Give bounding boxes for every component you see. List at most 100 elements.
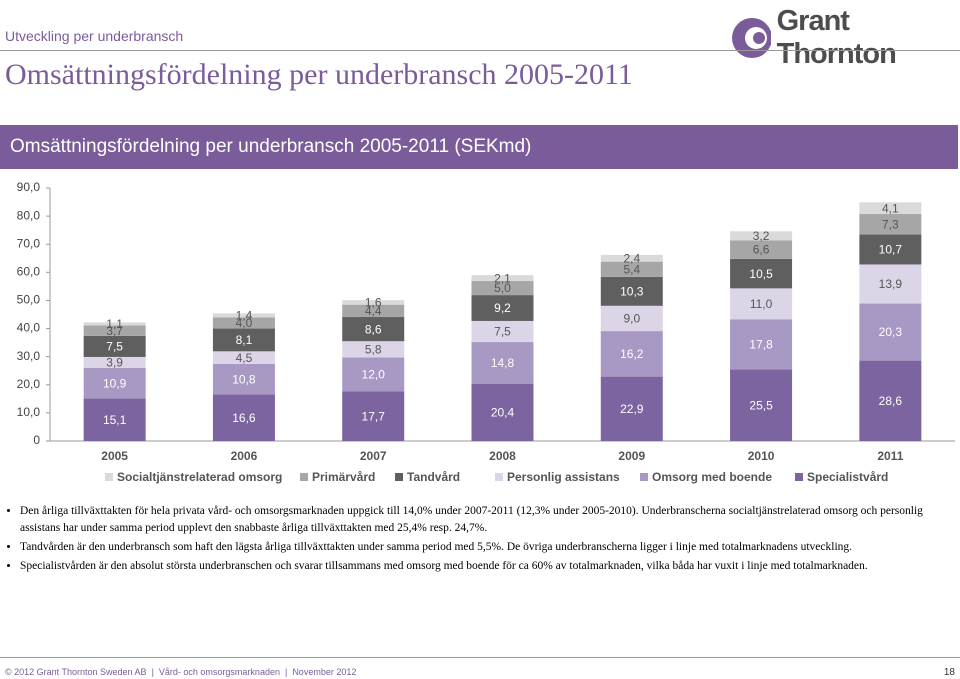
data-label: 5,8 (365, 343, 382, 357)
bar-segment (212, 328, 275, 352)
bar-segment (730, 258, 793, 289)
legend-label: Tandvård (407, 470, 460, 484)
chart-banner: Omsättningsfördelning per underbransch 2… (0, 125, 958, 169)
bar-segment (83, 398, 146, 441)
data-label: 20,3 (879, 325, 903, 339)
bullet: Tandvården är den underbransch som haft … (20, 539, 950, 556)
data-label: 22,9 (620, 402, 644, 416)
section-label: Utveckling per underbransch (5, 28, 184, 44)
legend-swatch (395, 473, 403, 481)
bar-segment (212, 313, 275, 318)
data-label: 10,5 (749, 267, 773, 281)
data-label: 3,2 (753, 229, 770, 243)
x-tick-label: 2010 (748, 449, 775, 463)
data-label: 16,6 (232, 411, 256, 425)
data-label: 5,0 (494, 281, 511, 295)
bar-segment (859, 360, 922, 441)
bar-segment (859, 213, 922, 235)
bullets: Den årliga tillväxttakten för hela priva… (0, 503, 950, 577)
bar-segment (471, 275, 534, 282)
legend-label: Socialtjänstrelaterad omsorg (117, 470, 282, 484)
data-label: 28,6 (879, 394, 903, 408)
bar-segment (342, 341, 405, 358)
data-label: 14,8 (491, 356, 515, 370)
bar-segment (859, 202, 922, 214)
bar-segment (730, 231, 793, 241)
bar-segment (342, 391, 405, 441)
logo: Grant Thornton (730, 5, 960, 71)
data-label: 17,8 (749, 337, 773, 351)
bar-segment (342, 317, 405, 342)
y-tick-label: 50,0 (17, 293, 41, 307)
y-tick-label: 80,0 (17, 208, 41, 222)
data-label: 11,0 (750, 297, 773, 311)
bar-segment (730, 369, 793, 441)
bar-segment (471, 320, 534, 343)
legend-swatch (495, 473, 503, 481)
bar-segment (600, 276, 663, 306)
bar-segment (600, 331, 663, 377)
y-tick-label: 60,0 (17, 265, 41, 279)
data-label: 16,2 (620, 347, 644, 361)
data-label: 4,1 (882, 201, 899, 215)
x-tick-label: 2011 (877, 449, 903, 463)
footer-document: Vård- och omsorgsmarknaden (158, 667, 280, 677)
bar-segment (471, 295, 534, 321)
header-rule (0, 50, 960, 51)
bar-segment (600, 376, 663, 441)
x-tick-label: 2005 (101, 449, 128, 463)
chart-title: Omsättningsfördelning per underbransch 2… (10, 136, 532, 157)
bar-segment (83, 322, 146, 326)
bar-segment (342, 304, 405, 318)
legend-label: Personlig assistans (507, 470, 620, 484)
bar-segment (83, 335, 146, 357)
data-label: 4,4 (365, 304, 382, 318)
data-label: 12,0 (362, 368, 386, 382)
bullet: Specialistvården är den absolut största … (20, 558, 950, 575)
bullet: Den årliga tillväxttakten för hela priva… (20, 503, 950, 537)
bar-segment (83, 367, 146, 399)
bar-segment (471, 281, 534, 296)
y-tick-label: 10,0 (17, 405, 41, 419)
bar-segment (730, 319, 793, 370)
x-tick-label: 2008 (489, 449, 516, 463)
bar-segment (212, 351, 275, 364)
y-tick-label: 70,0 (17, 236, 41, 250)
legend-swatch (300, 473, 308, 481)
bar-segment (730, 288, 793, 320)
data-label: 10,7 (879, 243, 903, 257)
bar-segment (342, 357, 405, 392)
bar-segment (600, 261, 663, 277)
data-label: 9,0 (623, 312, 640, 326)
legend-label: Specialistvård (807, 470, 888, 484)
data-label: 10,8 (232, 372, 256, 386)
page-number: 18 (943, 667, 955, 678)
data-label: 15,1 (103, 413, 127, 427)
y-tick-label: 0 (33, 433, 40, 447)
data-label: 4,0 (236, 316, 253, 330)
legend-swatch (105, 473, 113, 481)
data-label: 7,5 (494, 325, 511, 339)
data-label: 20,4 (491, 405, 515, 419)
bar-segment (600, 305, 663, 332)
data-label: 1,4 (236, 309, 253, 323)
bar-segment (600, 254, 663, 262)
data-label: 2,4 (623, 251, 640, 265)
bar-segment (83, 356, 146, 368)
x-tick-label: 2006 (231, 449, 258, 463)
data-label: 8,6 (365, 322, 382, 336)
logo-mark (732, 18, 771, 58)
logo-text: Grant Thornton (776, 5, 897, 70)
legend-label: Primärvård (312, 470, 375, 484)
legend-label: Omsorg med boende (652, 470, 772, 484)
data-label: 7,3 (882, 217, 899, 231)
y-tick-label: 90,0 (17, 180, 41, 194)
bar-segment (212, 317, 275, 329)
footer: © 2012 Grant Thornton Sweden AB | Vård- … (5, 667, 357, 677)
bar-segment (859, 264, 922, 304)
bar-segment (859, 234, 922, 265)
bar-segment (83, 325, 146, 336)
data-label: 4,5 (236, 351, 253, 365)
data-label: 3,9 (106, 356, 123, 370)
